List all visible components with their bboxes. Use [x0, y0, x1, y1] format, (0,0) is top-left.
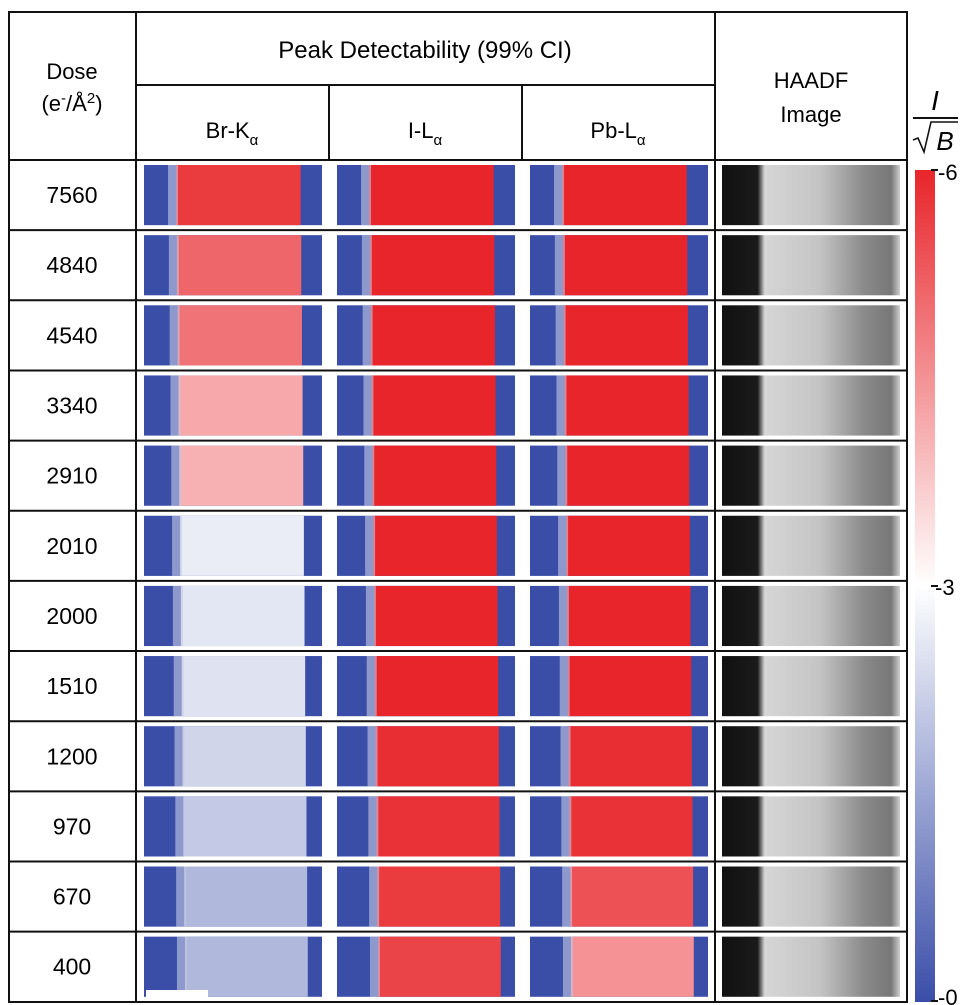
- map-br-k: [144, 866, 322, 927]
- map-i-l: [337, 165, 515, 226]
- colorbar-tick-bottom: -0: [938, 985, 958, 1005]
- colorbar-label: I B: [912, 85, 958, 156]
- map-br-k: [144, 375, 322, 436]
- haadf-image: [722, 726, 900, 787]
- haadf-header: HAADF: [774, 68, 849, 93]
- map-br-k: [144, 515, 322, 576]
- dose-label: 7560: [46, 182, 97, 208]
- table-frame: [8, 11, 908, 1003]
- colorbar: [915, 170, 935, 1002]
- dose-header: Dose: [46, 59, 97, 84]
- dose-label: 4540: [46, 322, 97, 348]
- map-br-k: [144, 585, 322, 647]
- dose-label: 2910: [46, 463, 97, 489]
- map-pb-l: [530, 585, 708, 647]
- haadf-image: [722, 585, 900, 647]
- haadf-image: [722, 796, 900, 857]
- colorbar-tick-top: -6: [938, 160, 958, 185]
- map-i-l: [337, 515, 515, 576]
- map-i-l: [337, 936, 515, 997]
- haadf-image: [722, 305, 900, 366]
- haadf-image: [722, 936, 900, 997]
- map-br-k: [144, 305, 322, 366]
- map-i-l: [337, 726, 515, 787]
- map-pb-l: [530, 796, 708, 857]
- map-i-l: [337, 445, 515, 506]
- dose-label: 670: [53, 884, 91, 910]
- dose-label: 400: [53, 954, 91, 980]
- column-header-pb: Pb-Lα: [590, 118, 645, 149]
- group-title: Peak Detectability (99% CI): [278, 37, 571, 64]
- dose-label: 4840: [46, 252, 97, 278]
- map-br-k: [144, 656, 322, 717]
- map-pb-l: [530, 726, 708, 787]
- map-br-k: [144, 936, 322, 997]
- haadf-header-line2: Image: [780, 102, 841, 127]
- svg-text:I: I: [931, 85, 939, 116]
- map-pb-l: [530, 305, 708, 366]
- map-pb-l: [530, 445, 708, 506]
- haadf-image: [722, 375, 900, 436]
- map-i-l: [337, 866, 515, 927]
- haadf-image: [722, 515, 900, 576]
- dose-label: 970: [53, 813, 91, 839]
- map-pb-l: [530, 936, 708, 997]
- map-pb-l: [530, 656, 708, 717]
- dose-label: 2000: [46, 603, 97, 629]
- map-br-k: [144, 445, 322, 506]
- svg-text:B: B: [936, 126, 953, 156]
- map-i-l: [337, 375, 515, 436]
- haadf-image: [722, 165, 900, 226]
- map-pb-l: [530, 235, 708, 296]
- haadf-image: [722, 235, 900, 296]
- dose-label: 2010: [46, 533, 97, 559]
- dose-label: 3340: [46, 393, 97, 419]
- map-i-l: [337, 235, 515, 296]
- dose-label: 1510: [46, 673, 97, 699]
- map-i-l: [337, 305, 515, 366]
- colorbar-tick-mid: -3: [935, 575, 955, 600]
- map-pb-l: [530, 165, 708, 226]
- map-pb-l: [530, 375, 708, 436]
- scale-bar: [146, 990, 208, 997]
- haadf-image: [722, 656, 900, 717]
- column-header-i: I-Lα: [408, 118, 443, 149]
- dose-unit-header: (e-/Å2): [41, 90, 102, 116]
- column-header-br: Br-Kα: [206, 118, 259, 149]
- map-br-k: [144, 165, 322, 226]
- dose-label: 1200: [46, 743, 97, 769]
- map-br-k: [144, 235, 322, 296]
- map-i-l: [337, 585, 515, 647]
- map-pb-l: [530, 515, 708, 576]
- map-i-l: [337, 796, 515, 857]
- haadf-image: [722, 445, 900, 506]
- map-i-l: [337, 656, 515, 717]
- map-grid: 7560 4840 4540 3340 2910 2010 2000 1510 1200 970 6…: [9, 165, 907, 997]
- map-br-k: [144, 796, 322, 857]
- map-br-k: [144, 726, 322, 787]
- haadf-image: [722, 866, 900, 927]
- map-pb-l: [530, 866, 708, 927]
